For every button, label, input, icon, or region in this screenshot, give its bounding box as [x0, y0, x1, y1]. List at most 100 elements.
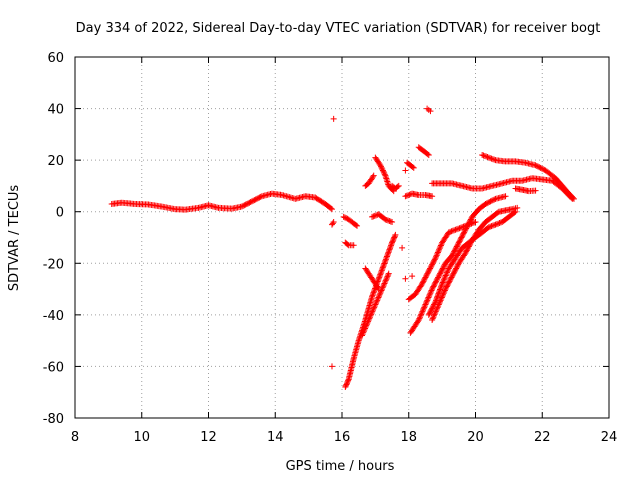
data-point — [425, 294, 432, 301]
data-point — [438, 268, 445, 275]
data-point — [441, 288, 448, 295]
data-point — [429, 260, 436, 267]
data-point — [439, 265, 446, 272]
data-point — [491, 156, 498, 163]
data-point — [392, 231, 399, 238]
data-point — [380, 263, 387, 270]
data-point — [451, 248, 458, 255]
data-point — [464, 246, 471, 253]
data-point — [448, 274, 455, 281]
data-point — [343, 381, 350, 388]
data-point — [514, 204, 521, 211]
data-point — [424, 270, 431, 277]
data-point — [385, 249, 392, 256]
data-point — [431, 280, 438, 287]
data-point — [432, 297, 439, 304]
data-point — [455, 239, 462, 246]
data-point — [457, 235, 464, 242]
data-point — [483, 200, 490, 207]
data-point — [456, 225, 463, 232]
data-point — [376, 161, 383, 168]
data-point — [450, 249, 457, 256]
data-point — [443, 271, 450, 278]
data-point — [439, 280, 446, 287]
data-point — [438, 282, 445, 289]
data-point — [459, 233, 466, 240]
data-point — [437, 285, 444, 292]
data-point — [402, 167, 409, 174]
data-point — [419, 280, 426, 287]
data-point — [454, 262, 461, 269]
data-point — [365, 318, 372, 325]
data-point — [362, 325, 369, 332]
data-point — [432, 255, 439, 262]
data-point — [382, 277, 389, 284]
data-point — [487, 223, 494, 230]
data-point — [243, 200, 250, 207]
data-point — [425, 268, 432, 275]
data-point — [394, 183, 401, 190]
data-point — [429, 317, 436, 324]
data-point — [247, 199, 254, 206]
data-point — [447, 275, 454, 282]
data-point — [538, 165, 545, 172]
data-point — [418, 309, 425, 316]
data-point — [448, 228, 455, 235]
data-point — [487, 198, 494, 205]
data-point — [445, 279, 452, 286]
data-point — [425, 269, 432, 276]
data-point — [419, 308, 426, 315]
data-point — [372, 300, 379, 307]
data-point — [429, 315, 436, 322]
data-point — [390, 235, 397, 242]
data-point — [427, 309, 434, 316]
data-point — [399, 244, 406, 251]
data-point — [376, 293, 383, 300]
data-point — [483, 153, 490, 160]
data-point — [446, 278, 453, 285]
data-point — [433, 277, 440, 284]
data-point — [421, 275, 428, 282]
data-point — [430, 302, 437, 309]
data-point — [409, 164, 416, 171]
data-point — [432, 279, 439, 286]
data-point — [387, 245, 394, 252]
data-point — [421, 304, 428, 311]
data-point — [429, 261, 436, 268]
data-point — [426, 291, 433, 298]
y-tick-label: 0 — [56, 206, 64, 221]
data-point — [467, 216, 474, 223]
data-point — [431, 311, 438, 318]
y-tick-label: -80 — [43, 412, 64, 427]
data-point — [434, 250, 441, 257]
data-point — [467, 217, 474, 224]
data-point — [376, 291, 383, 298]
data-point — [434, 249, 441, 256]
data-point — [395, 182, 402, 189]
data-point — [385, 247, 392, 254]
data-point — [423, 271, 430, 278]
data-point — [369, 308, 376, 315]
data-point — [361, 326, 368, 333]
data-point — [375, 277, 382, 284]
data-point — [433, 294, 440, 301]
data-point — [533, 162, 540, 169]
data-point — [449, 251, 456, 258]
data-point — [342, 384, 349, 391]
data-point — [415, 317, 422, 324]
data-point — [391, 234, 398, 241]
data-point — [430, 314, 437, 321]
data-point — [445, 280, 452, 287]
data-point — [328, 206, 335, 213]
data-point — [377, 270, 384, 277]
data-point — [438, 241, 445, 248]
data-point — [444, 268, 451, 275]
data-point — [424, 295, 431, 302]
data-point — [381, 259, 388, 266]
data-point — [431, 300, 438, 307]
data-point — [480, 152, 487, 159]
data-point — [421, 277, 428, 284]
data-point — [341, 214, 348, 221]
data-point — [424, 151, 431, 158]
data-point — [367, 312, 374, 319]
